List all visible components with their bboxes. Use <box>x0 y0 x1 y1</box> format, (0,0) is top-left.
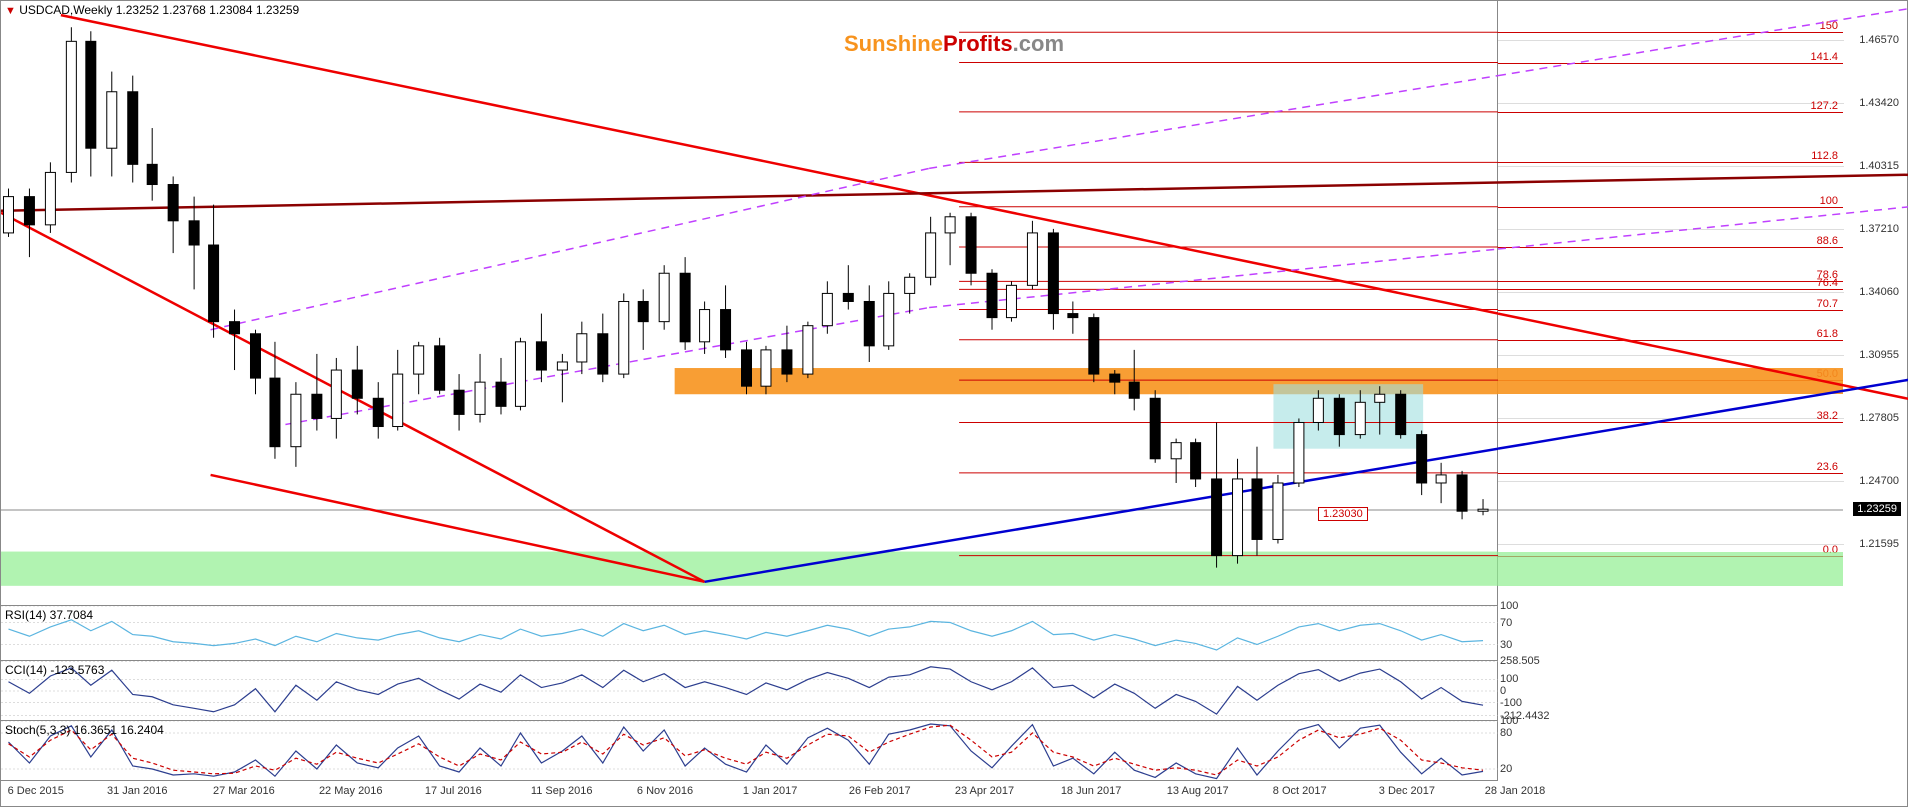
dropdown-arrow[interactable]: ▼ <box>5 5 16 17</box>
rsi-panel[interactable]: RSI(14) 37.7084 <box>1 606 1498 661</box>
chart-container: ▼ USDCAD,Weekly 1.23252 1.23768 1.23084 … <box>0 0 1908 807</box>
stoch-svg <box>1 721 1498 781</box>
stoch-panel[interactable]: Stoch(5,3,3) 16.3651 16.2404 <box>1 721 1498 781</box>
rsi-label: RSI(14) 37.7084 <box>5 608 93 622</box>
watermark: SunshineProfits.com <box>844 31 1064 57</box>
chart-title: ▼ USDCAD,Weekly 1.23252 1.23768 1.23084 … <box>5 3 299 17</box>
stoch-label: Stoch(5,3,3) 16.3651 16.2404 <box>5 723 164 737</box>
price-chart-svg <box>1 1 1498 606</box>
ohlc-values: 1.23252 1.23768 1.23084 1.23259 <box>116 3 300 17</box>
symbol-label: USDCAD <box>19 3 70 17</box>
cci-label: CCI(14) -123.5763 <box>5 663 104 677</box>
cci-svg <box>1 661 1498 721</box>
timeframe-label: Weekly <box>73 3 112 17</box>
cci-panel[interactable]: CCI(14) -123.5763 <box>1 661 1498 721</box>
main-price-chart[interactable] <box>1 1 1498 606</box>
x-axis-dates: 6 Dec 201531 Jan 201627 Mar 201622 May 2… <box>1 781 1908 808</box>
rsi-svg <box>1 606 1498 661</box>
